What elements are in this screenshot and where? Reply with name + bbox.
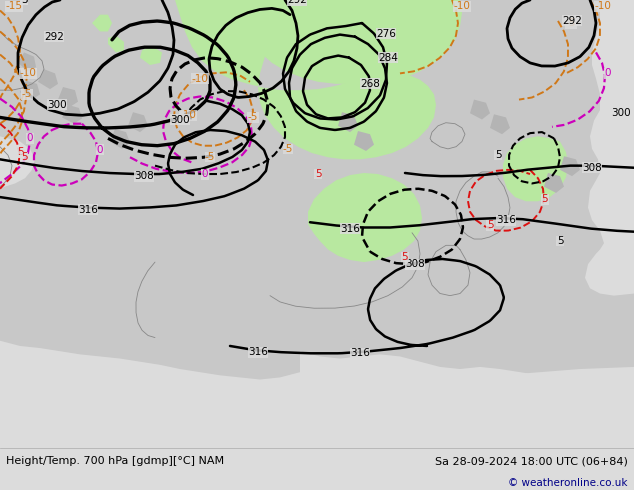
Text: 284: 284: [378, 52, 398, 63]
Text: -10: -10: [20, 69, 36, 78]
Text: -5: -5: [22, 89, 32, 99]
Polygon shape: [140, 46, 162, 65]
Polygon shape: [560, 156, 580, 176]
Text: 276: 276: [376, 28, 396, 39]
Polygon shape: [308, 173, 422, 262]
Text: 292: 292: [287, 0, 307, 5]
Text: 316: 316: [350, 348, 370, 358]
Polygon shape: [18, 52, 36, 71]
Polygon shape: [0, 0, 35, 189]
Text: -10: -10: [595, 1, 611, 11]
Text: 5: 5: [21, 0, 27, 5]
Text: 0: 0: [27, 133, 33, 144]
Text: 0: 0: [202, 169, 208, 179]
Text: 5: 5: [402, 252, 408, 262]
Text: 5: 5: [495, 150, 501, 160]
Text: 292: 292: [44, 32, 64, 42]
Polygon shape: [58, 87, 78, 107]
Text: -5: -5: [283, 144, 293, 154]
Polygon shape: [20, 81, 40, 99]
Polygon shape: [300, 351, 634, 451]
Text: 316: 316: [496, 215, 516, 225]
Polygon shape: [585, 0, 634, 295]
Polygon shape: [338, 112, 358, 132]
Text: Height/Temp. 700 hPa [gdmp][°C] NAM: Height/Temp. 700 hPa [gdmp][°C] NAM: [6, 456, 224, 466]
Text: -5: -5: [248, 112, 258, 122]
Text: 308: 308: [405, 259, 425, 269]
Text: -5: -5: [566, 18, 576, 28]
Text: -5: -5: [205, 152, 215, 162]
Text: © weatheronline.co.uk: © weatheronline.co.uk: [508, 478, 628, 489]
Polygon shape: [358, 0, 462, 82]
Text: 268: 268: [360, 79, 380, 89]
Text: -10: -10: [179, 110, 197, 121]
Text: 308: 308: [134, 171, 154, 181]
Polygon shape: [110, 129, 130, 149]
Text: 5: 5: [487, 220, 493, 230]
Text: 0: 0: [605, 69, 611, 78]
Polygon shape: [128, 112, 148, 132]
Text: 5: 5: [16, 147, 23, 157]
Text: 308: 308: [582, 163, 602, 173]
Text: 300: 300: [47, 100, 67, 110]
Text: 5: 5: [314, 169, 321, 179]
Polygon shape: [354, 131, 374, 151]
Text: 292: 292: [562, 16, 582, 26]
Polygon shape: [175, 0, 436, 159]
Polygon shape: [62, 105, 82, 123]
Text: 316: 316: [340, 223, 360, 234]
Polygon shape: [0, 0, 634, 380]
Text: -10: -10: [191, 74, 209, 84]
Text: 0: 0: [97, 145, 103, 155]
Text: Sa 28-09-2024 18:00 UTC (06+84): Sa 28-09-2024 18:00 UTC (06+84): [435, 456, 628, 466]
Text: 300: 300: [170, 115, 190, 124]
Text: 316: 316: [248, 347, 268, 357]
Polygon shape: [470, 99, 490, 120]
Text: -15: -15: [6, 1, 22, 11]
Text: -10: -10: [453, 1, 470, 11]
Polygon shape: [92, 15, 112, 31]
Polygon shape: [38, 69, 58, 89]
Polygon shape: [503, 136, 568, 201]
Polygon shape: [544, 173, 564, 193]
Text: 316: 316: [78, 205, 98, 215]
Text: 5: 5: [541, 194, 548, 204]
Polygon shape: [108, 36, 124, 52]
Text: 5: 5: [21, 152, 27, 162]
Text: 5: 5: [557, 236, 564, 246]
Text: 5: 5: [21, 0, 27, 5]
Polygon shape: [490, 114, 510, 134]
Polygon shape: [228, 0, 438, 84]
Text: 300: 300: [611, 108, 631, 118]
